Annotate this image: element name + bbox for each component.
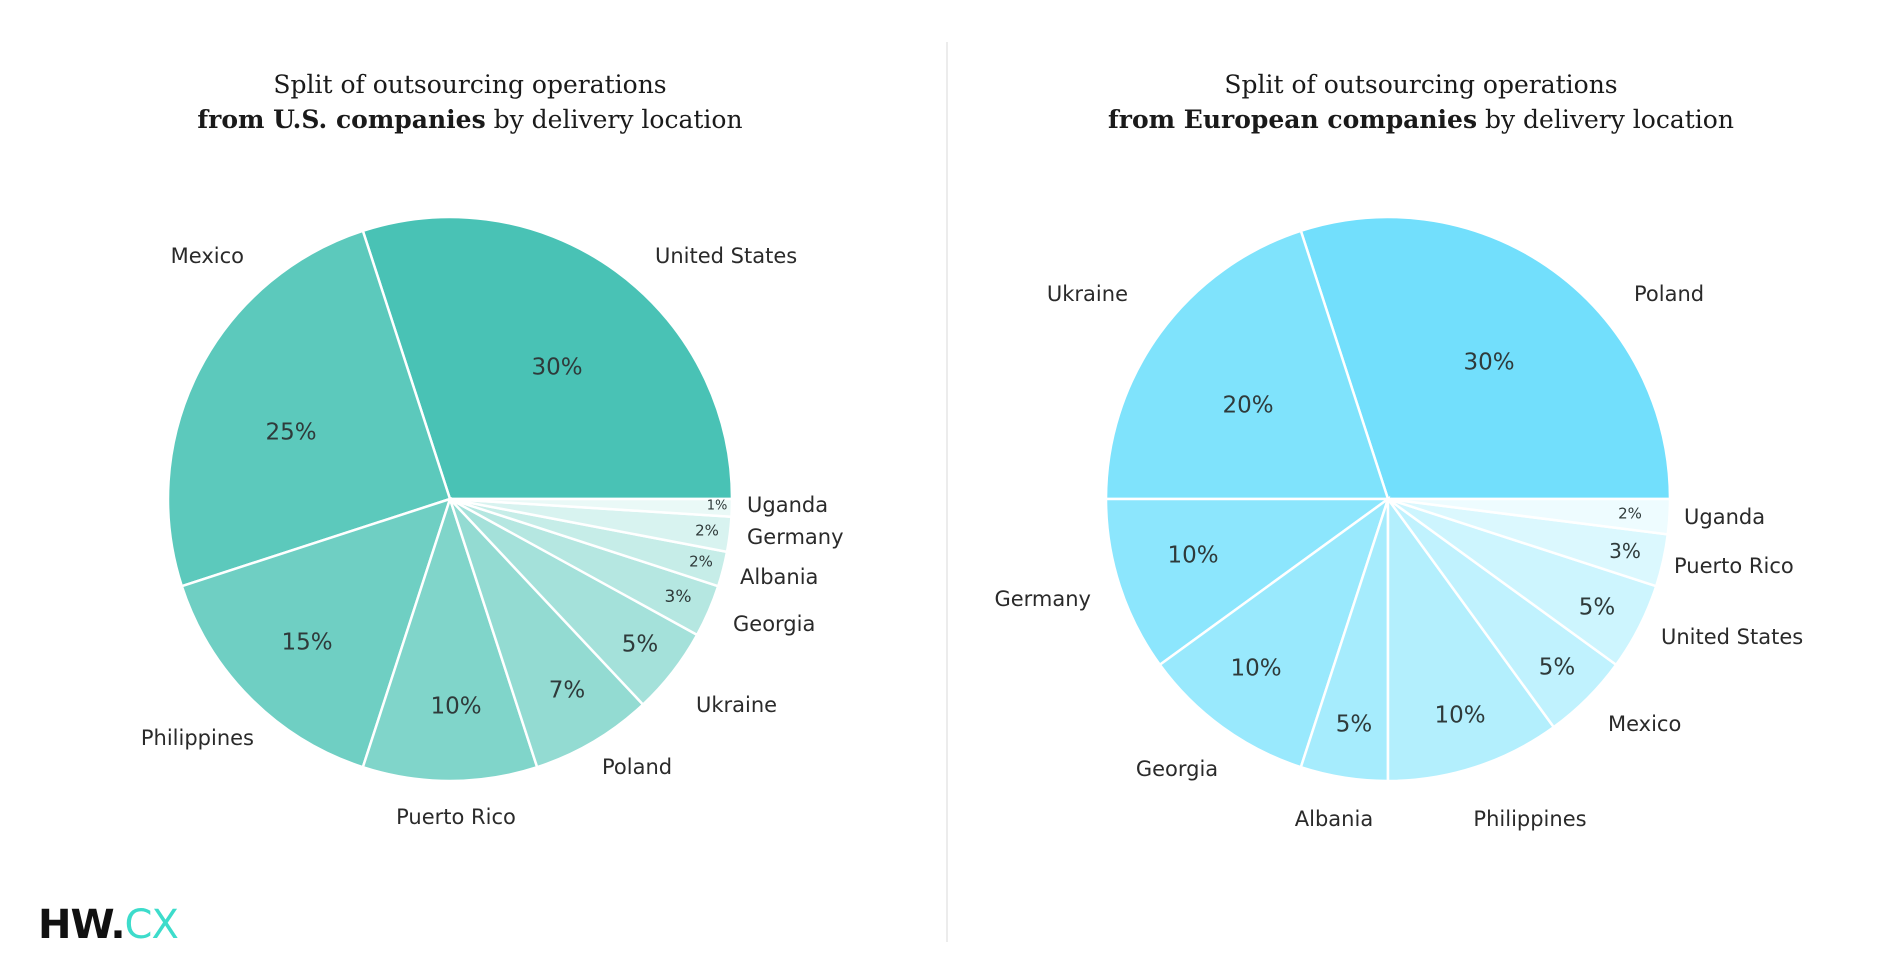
pie-us: 30% United States 25% Mexico 15% Philippines 1… bbox=[141, 215, 844, 829]
data-label: 3% bbox=[1609, 539, 1641, 563]
category-label: Poland bbox=[602, 755, 672, 779]
data-label: 1% bbox=[707, 499, 728, 514]
category-label: Uganda bbox=[1684, 505, 1765, 529]
data-label: 15% bbox=[281, 629, 332, 655]
category-label: Georgia bbox=[1136, 757, 1218, 781]
data-label: 5% bbox=[1579, 594, 1616, 620]
category-label: Georgia bbox=[733, 612, 815, 636]
category-label: Puerto Rico bbox=[396, 805, 516, 829]
category-label: Poland bbox=[1634, 282, 1704, 306]
data-label: 3% bbox=[665, 587, 692, 607]
pie-slice-uganda bbox=[1387, 497, 1672, 536]
category-label: Ukraine bbox=[1047, 282, 1128, 306]
data-label: 2% bbox=[689, 552, 713, 570]
category-label: Albania bbox=[1295, 807, 1373, 831]
category-label: Albania bbox=[740, 565, 818, 589]
chart-subtitle-eu: from European companies by delivery loca… bbox=[1108, 105, 1734, 134]
data-label: 25% bbox=[265, 419, 316, 445]
data-label: 5% bbox=[622, 631, 659, 657]
pie-slice-poland bbox=[1299, 215, 1672, 501]
chart-title-us: Split of outsourcing operations bbox=[273, 70, 666, 99]
pie-slice-mexico bbox=[166, 229, 452, 588]
data-label: 2% bbox=[695, 521, 719, 539]
pie-europe: 30% Poland 20% Ukraine 10% Germany 10% Georgia 5… bbox=[994, 215, 1803, 831]
data-label: 20% bbox=[1222, 392, 1273, 418]
pie-slice-uganda bbox=[449, 497, 734, 519]
pie-slice-philippines bbox=[1386, 495, 1556, 783]
category-label: Philippines bbox=[1473, 807, 1586, 831]
pie-slice-germany bbox=[1104, 497, 1392, 667]
category-label: Germany bbox=[994, 587, 1091, 611]
data-label: 30% bbox=[531, 354, 582, 380]
pie-slice-united-states bbox=[361, 215, 734, 501]
data-label: 10% bbox=[1230, 655, 1281, 681]
category-label: Puerto Rico bbox=[1674, 554, 1794, 578]
chart-title-eu: Split of outsourcing operations bbox=[1224, 70, 1617, 99]
pie-slice-ukraine bbox=[1104, 229, 1390, 501]
data-label: 2% bbox=[1618, 504, 1642, 522]
pie-slice-philippines bbox=[180, 497, 452, 769]
data-label: 7% bbox=[549, 677, 586, 703]
category-label: Mexico bbox=[1608, 712, 1681, 736]
category-label: Ukraine bbox=[696, 693, 777, 717]
pie-slice-poland bbox=[448, 498, 645, 769]
data-label: 10% bbox=[1434, 702, 1485, 728]
hwcx-logo: HW.CX bbox=[38, 902, 179, 948]
pie-slice-puerto-rico bbox=[361, 494, 539, 783]
pie-slice-georgia bbox=[1158, 495, 1391, 769]
data-label: 5% bbox=[1336, 711, 1373, 737]
category-label: Uganda bbox=[747, 493, 828, 517]
category-label: United States bbox=[1661, 625, 1803, 649]
chart-subtitle-us: from U.S. companies by delivery location bbox=[197, 105, 742, 134]
category-label: United States bbox=[655, 244, 797, 268]
data-label: 30% bbox=[1463, 349, 1514, 375]
category-label: Mexico bbox=[171, 244, 244, 268]
data-label: 10% bbox=[1167, 542, 1218, 568]
category-label: Germany bbox=[747, 525, 844, 549]
data-label: 10% bbox=[430, 693, 481, 719]
category-label: Philippines bbox=[141, 726, 254, 750]
data-label: 5% bbox=[1539, 654, 1576, 680]
